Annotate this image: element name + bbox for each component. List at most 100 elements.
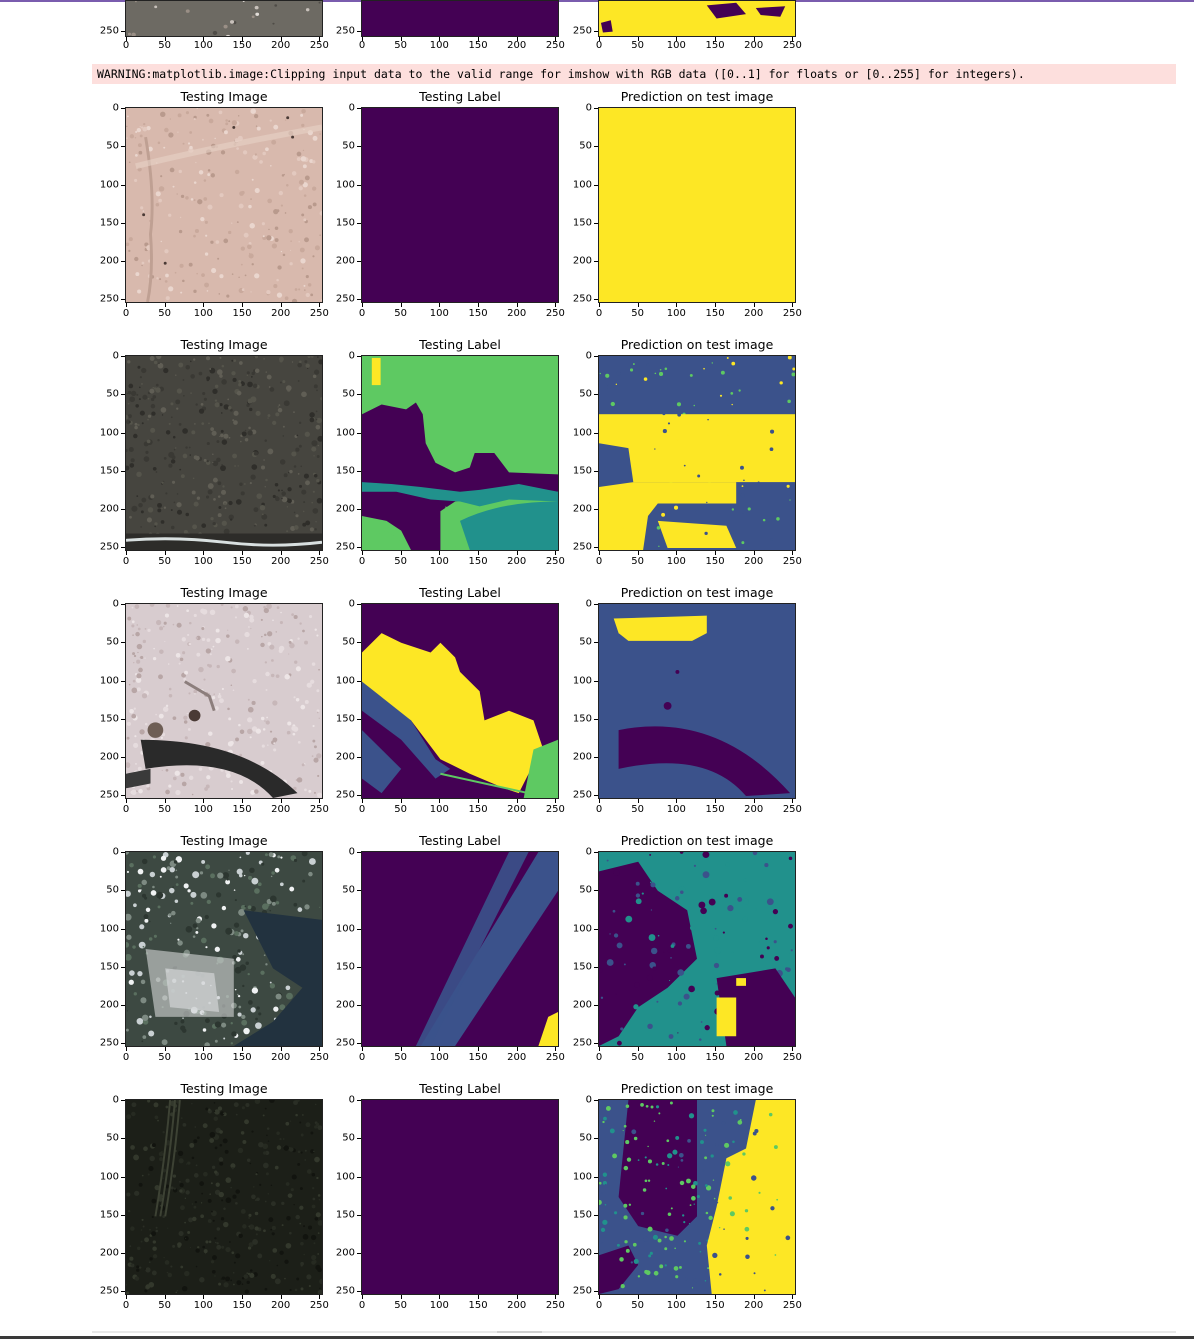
x-tick-mark — [555, 799, 557, 803]
row2-testing-label-title: Testing Label — [419, 337, 501, 352]
x-tick-label: 150 — [705, 556, 725, 567]
y-tick-label: 100 — [99, 923, 119, 935]
y-tick-mark — [357, 604, 361, 605]
x-tick-label: 250 — [782, 556, 802, 567]
x-tick-label: 100 — [666, 556, 686, 567]
x-tick-label: 0 — [595, 1300, 603, 1311]
y-tick-mark — [357, 31, 361, 32]
y-tick-label: 0 — [585, 846, 592, 858]
y-tick-mark — [357, 757, 361, 759]
x-tick-mark — [555, 551, 557, 555]
y-tick-mark — [121, 757, 125, 759]
y-tick-mark — [357, 852, 361, 853]
horizontal-scrollbar[interactable] — [92, 1331, 1176, 1333]
x-tick-label: 250 — [309, 1052, 329, 1063]
x-tick-mark — [555, 303, 557, 307]
row2-testing-image-title: Testing Image — [180, 337, 268, 352]
y-tick-mark — [121, 222, 125, 224]
scrollbar-thumb[interactable] — [497, 1331, 542, 1333]
y-tick-mark — [594, 184, 598, 186]
x-tick-mark — [319, 303, 321, 307]
y-tick-label: 200 — [99, 751, 119, 763]
x-tick-mark — [753, 303, 755, 307]
row5-testing-label-image — [361, 1099, 559, 1295]
y-tick-mark — [121, 604, 125, 605]
y-tick-label: 150 — [572, 465, 592, 477]
x-tick-mark — [478, 551, 480, 555]
y-tick-label: 250 — [335, 1285, 355, 1297]
x-tick-mark — [753, 551, 755, 555]
previous-panel-image — [125, 0, 323, 37]
x-tick-label: 200 — [271, 40, 291, 51]
x-tick-mark — [203, 1295, 205, 1299]
y-tick-mark — [594, 146, 598, 148]
x-tick-mark — [280, 1047, 282, 1051]
y-tick-label: 100 — [572, 179, 592, 191]
x-tick-mark — [676, 1047, 678, 1051]
x-tick-label: 250 — [782, 308, 802, 319]
x-tick-mark — [439, 1295, 441, 1299]
y-tick-mark — [594, 795, 598, 797]
x-tick-label: 150 — [232, 1052, 252, 1063]
y-tick-label: 0 — [112, 350, 119, 362]
y-tick-label: 50 — [106, 884, 119, 896]
y-tick-label: 250 — [335, 1037, 355, 1049]
y-tick-mark — [357, 718, 361, 720]
y-tick-mark — [357, 1043, 361, 1045]
x-tick-label: 200 — [271, 1052, 291, 1063]
y-tick-label: 50 — [106, 388, 119, 400]
y-tick-mark — [121, 1100, 125, 1101]
x-tick-mark — [637, 799, 639, 803]
x-tick-label: 250 — [545, 1300, 565, 1311]
x-tick-mark — [599, 799, 600, 803]
row1-prediction-image — [598, 107, 796, 303]
x-tick-mark — [203, 799, 205, 803]
x-tick-mark — [478, 799, 480, 803]
x-tick-mark — [126, 1295, 127, 1299]
row1-testing-label-title: Testing Label — [419, 89, 501, 104]
x-tick-label: 0 — [358, 556, 366, 567]
x-tick-label: 150 — [232, 1300, 252, 1311]
y-tick-label: 0 — [348, 598, 355, 610]
y-tick-mark — [357, 890, 361, 892]
x-tick-mark — [478, 303, 480, 307]
y-tick-label: 250 — [335, 789, 355, 801]
x-tick-mark — [362, 1047, 363, 1051]
y-tick-mark — [357, 1005, 361, 1007]
y-tick-mark — [121, 928, 125, 930]
y-tick-mark — [594, 299, 598, 301]
x-tick-label: 0 — [358, 40, 366, 51]
y-tick-label: 50 — [579, 140, 592, 152]
x-tick-mark — [126, 799, 127, 803]
x-tick-label: 100 — [429, 308, 449, 319]
y-tick-mark — [121, 356, 125, 357]
x-tick-mark — [242, 551, 244, 555]
row2-prediction-title: Prediction on test image — [620, 337, 774, 352]
y-tick-mark — [357, 222, 361, 224]
x-tick-mark — [242, 37, 244, 41]
x-tick-mark — [715, 799, 717, 803]
row4-testing-image-image — [125, 851, 323, 1047]
x-tick-label: 100 — [429, 1300, 449, 1311]
x-tick-mark — [164, 1047, 166, 1051]
y-tick-label: 100 — [335, 427, 355, 439]
y-tick-label: 0 — [585, 1094, 592, 1106]
y-tick-label: 250 — [99, 789, 119, 801]
x-tick-label: 0 — [358, 308, 366, 319]
x-tick-mark — [516, 551, 518, 555]
y-tick-label: 100 — [99, 1171, 119, 1183]
x-tick-label: 250 — [309, 556, 329, 567]
y-tick-mark — [357, 928, 361, 930]
y-tick-label: 200 — [572, 999, 592, 1011]
x-tick-mark — [400, 1047, 402, 1051]
y-tick-mark — [121, 31, 125, 32]
x-tick-mark — [753, 799, 755, 803]
row3-prediction-image — [598, 603, 796, 799]
y-tick-label: 250 — [572, 789, 592, 801]
x-tick-label: 0 — [122, 40, 130, 51]
x-tick-label: 200 — [744, 804, 764, 815]
y-tick-label: 250 — [335, 25, 355, 37]
x-tick-mark — [715, 37, 717, 41]
x-tick-label: 250 — [545, 804, 565, 815]
x-tick-mark — [599, 551, 600, 555]
